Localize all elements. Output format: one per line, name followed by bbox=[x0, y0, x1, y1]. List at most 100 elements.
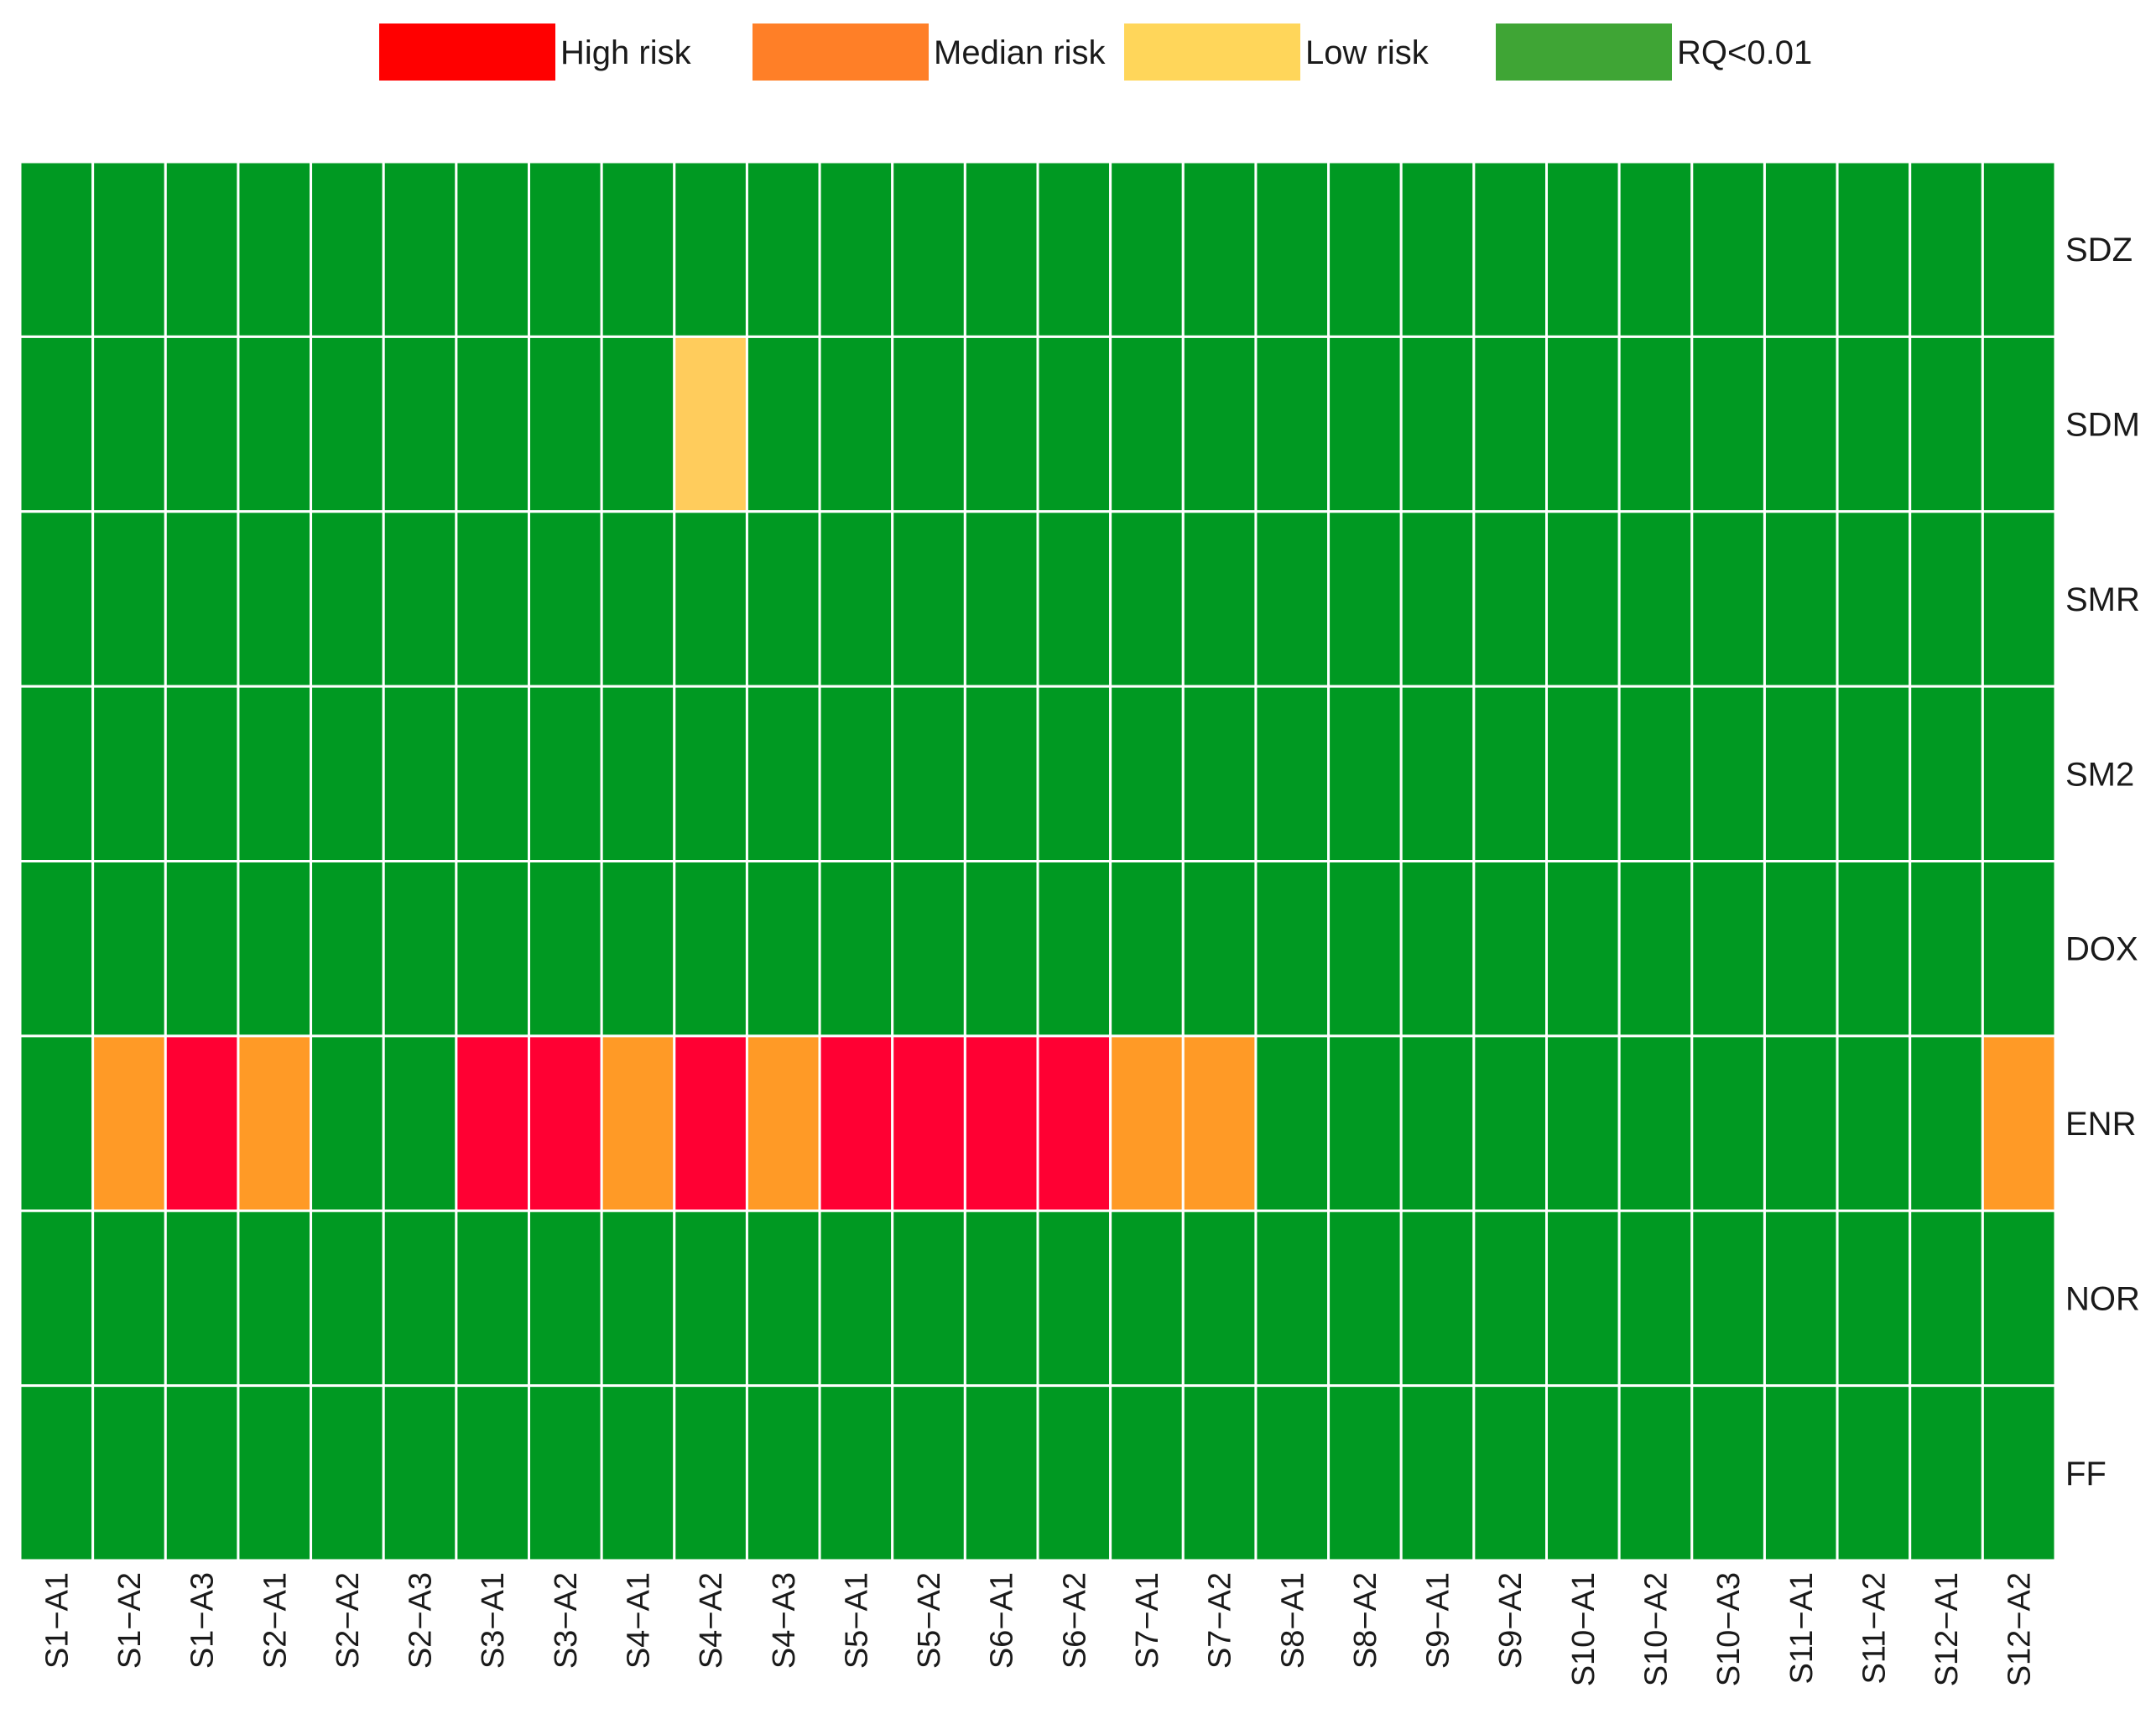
column-label-s4-a2: S4−A2 bbox=[694, 1572, 729, 1669]
heatmap-cell-sdz-s3-a2 bbox=[528, 160, 603, 338]
heatmap-cell-sm2-s5-a2 bbox=[891, 685, 966, 862]
heatmap-cell-ff-s4-a2 bbox=[673, 1384, 748, 1562]
heatmap-cell-sdz-s1-a2 bbox=[91, 160, 167, 338]
heatmap-cell-sdm-s1-a2 bbox=[91, 335, 167, 513]
heatmap-cell-ff-s5-a1 bbox=[818, 1384, 894, 1562]
heatmap-cell-sdz-s7-a1 bbox=[1109, 160, 1185, 338]
heatmap-cell-sdz-s9-a1 bbox=[1399, 160, 1476, 338]
heatmap-cell-enr-s7-a2 bbox=[1181, 1034, 1258, 1212]
heatmap-cell-sdz-s5-a2 bbox=[891, 160, 966, 338]
heatmap-cell-enr-s1-a2 bbox=[91, 1034, 167, 1212]
heatmap-cell-enr-s1-a3 bbox=[164, 1034, 240, 1212]
heatmap-cell-sdm-s7-a1 bbox=[1109, 335, 1185, 513]
heatmap-cell-ff-s1-a3 bbox=[164, 1384, 240, 1562]
column-label-s10-a1: S10−A1 bbox=[1566, 1572, 1601, 1686]
heatmap-cell-ff-s2-a1 bbox=[237, 1384, 313, 1562]
heatmap-cell-ff-s5-a2 bbox=[891, 1384, 966, 1562]
heatmap-cell-smr-s6-a2 bbox=[1036, 510, 1112, 688]
row-label-dox: DOX bbox=[2065, 931, 2138, 968]
legend-swatch-rq bbox=[1496, 23, 1672, 81]
heatmap-cell-dox-s11-a2 bbox=[1836, 860, 1912, 1038]
heatmap-cell-smr-s8-a2 bbox=[1327, 510, 1403, 688]
heatmap-cell-enr-s1-a1 bbox=[18, 1034, 95, 1212]
heatmap-cell-enr-s3-a2 bbox=[528, 1034, 603, 1212]
heatmap-cell-enr-s12-a2 bbox=[1981, 1034, 2057, 1212]
heatmap-cell-nor-s5-a1 bbox=[818, 1209, 894, 1388]
heatmap-cell-nor-s1-a3 bbox=[164, 1209, 240, 1388]
heatmap-cell-ff-s9-a1 bbox=[1399, 1384, 1476, 1562]
heatmap-cell-enr-s5-a1 bbox=[818, 1034, 894, 1212]
heatmap-cell-sdm-s5-a2 bbox=[891, 335, 966, 513]
heatmap-cell-ff-s2-a2 bbox=[310, 1384, 385, 1562]
heatmap-cell-nor-s9-a1 bbox=[1399, 1209, 1476, 1388]
heatmap-cell-sdm-s1-a3 bbox=[164, 335, 240, 513]
heatmap-cell-enr-s2-a2 bbox=[310, 1034, 385, 1212]
heatmap-cell-ff-s7-a2 bbox=[1181, 1384, 1258, 1562]
heatmap-cell-sdz-s12-a1 bbox=[1909, 160, 1984, 338]
heatmap-cell-smr-s11-a2 bbox=[1836, 510, 1912, 688]
heatmap-cell-sm2-s3-a1 bbox=[455, 685, 530, 862]
heatmap-cell-dox-s4-a2 bbox=[673, 860, 748, 1038]
heatmap-cell-sm2-s2-a1 bbox=[237, 685, 313, 862]
heatmap-cell-sm2-s5-a1 bbox=[818, 685, 894, 862]
heatmap-cell-enr-s5-a2 bbox=[891, 1034, 966, 1212]
heatmap-cell-sdm-s5-a1 bbox=[818, 335, 894, 513]
heatmap-cell-sdm-s8-a2 bbox=[1327, 335, 1403, 513]
heatmap-cell-ff-s12-a2 bbox=[1981, 1384, 2057, 1562]
heatmap-cell-enr-s11-a2 bbox=[1836, 1034, 1912, 1212]
heatmap-cell-ff-s8-a1 bbox=[1254, 1384, 1331, 1562]
heatmap-cell-sm2-s9-a1 bbox=[1399, 685, 1476, 862]
heatmap-cell-smr-s5-a2 bbox=[891, 510, 966, 688]
heatmap-cell-sm2-s7-a2 bbox=[1181, 685, 1258, 862]
heatmap-cell-dox-s5-a1 bbox=[818, 860, 894, 1038]
heatmap-cell-dox-s10-a1 bbox=[1545, 860, 1621, 1038]
heatmap-cell-dox-s2-a2 bbox=[310, 860, 385, 1038]
heatmap-cell-smr-s1-a3 bbox=[164, 510, 240, 688]
column-label-s7-a1: S7−A1 bbox=[1130, 1572, 1165, 1669]
heatmap-cell-sdm-s7-a2 bbox=[1181, 335, 1258, 513]
heatmap-cell-nor-s4-a2 bbox=[673, 1209, 748, 1388]
heatmap-cell-ff-s6-a2 bbox=[1036, 1384, 1112, 1562]
heatmap-cell-enr-s10-a3 bbox=[1690, 1034, 1766, 1212]
heatmap-cell-sdm-s10-a3 bbox=[1690, 335, 1766, 513]
heatmap-cell-dox-s4-a3 bbox=[745, 860, 821, 1038]
heatmap-cell-dox-s12-a1 bbox=[1909, 860, 1984, 1038]
heatmap-cell-sdm-s10-a2 bbox=[1617, 335, 1694, 513]
column-label-s6-a1: S6−A1 bbox=[985, 1572, 1020, 1669]
heatmap-cell-smr-s3-a2 bbox=[528, 510, 603, 688]
column-label-s1-a2: S1−A2 bbox=[112, 1572, 148, 1669]
heatmap-cell-sm2-s4-a3 bbox=[745, 685, 821, 862]
column-label-s4-a3: S4−A3 bbox=[767, 1572, 802, 1669]
heatmap-cell-sdz-s2-a3 bbox=[382, 160, 458, 338]
heatmap-cell-sm2-s10-a2 bbox=[1617, 685, 1694, 862]
heatmap-cell-dox-s6-a1 bbox=[963, 860, 1039, 1038]
legend-label-rq: RQ<0.01 bbox=[1677, 34, 1812, 71]
heatmap-cell-nor-s11-a1 bbox=[1763, 1209, 1839, 1388]
heatmap-cell-nor-s12-a1 bbox=[1909, 1209, 1984, 1388]
heatmap-cell-sdz-s10-a3 bbox=[1690, 160, 1766, 338]
heatmap-cell-sm2-s7-a1 bbox=[1109, 685, 1185, 862]
heatmap-cell-sdz-s2-a1 bbox=[237, 160, 313, 338]
heatmap-cell-dox-s1-a2 bbox=[91, 860, 167, 1038]
column-label-s9-a2: S9−A2 bbox=[1493, 1572, 1528, 1669]
heatmap-cell-sdz-s11-a2 bbox=[1836, 160, 1912, 338]
column-label-s12-a1: S12−A1 bbox=[1929, 1572, 1965, 1686]
heatmap-cell-enr-s4-a2 bbox=[673, 1034, 748, 1212]
heatmap-cell-dox-s3-a2 bbox=[528, 860, 603, 1038]
column-label-s11-a2: S11−A2 bbox=[1857, 1572, 1892, 1684]
heatmap-cell-nor-s2-a2 bbox=[310, 1209, 385, 1388]
column-label-s5-a1: S5−A1 bbox=[839, 1572, 874, 1669]
column-label-s10-a3: S10−A3 bbox=[1711, 1572, 1747, 1686]
heatmap-cell-nor-s1-a2 bbox=[91, 1209, 167, 1388]
column-label-s1-a3: S1−A3 bbox=[185, 1572, 221, 1669]
heatmap-cell-sdm-s4-a1 bbox=[600, 335, 676, 513]
heatmap-cell-sm2-s6-a1 bbox=[963, 685, 1039, 862]
heatmap-cell-ff-s11-a1 bbox=[1763, 1384, 1839, 1562]
column-label-s9-a1: S9−A1 bbox=[1421, 1572, 1456, 1669]
heatmap-cell-sm2-s2-a2 bbox=[310, 685, 385, 862]
heatmap-cell-nor-s12-a2 bbox=[1981, 1209, 2057, 1388]
legend-swatch-median bbox=[753, 23, 929, 81]
heatmap-cell-sdz-s8-a1 bbox=[1254, 160, 1331, 338]
heatmap-cell-sm2-s10-a1 bbox=[1545, 685, 1621, 862]
heatmap-cell-sm2-s8-a2 bbox=[1327, 685, 1403, 862]
